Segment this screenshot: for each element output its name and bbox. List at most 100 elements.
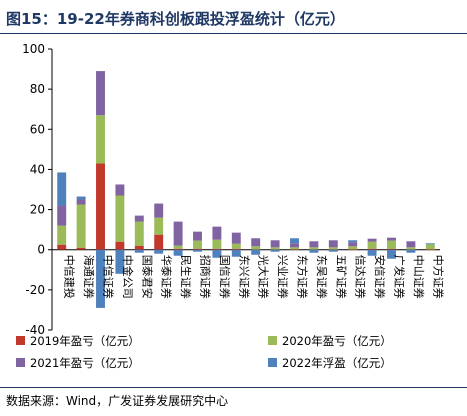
bar-segment xyxy=(115,184,125,196)
bar-segment xyxy=(96,249,105,308)
bar-segment xyxy=(348,246,358,250)
bar-segment xyxy=(57,225,67,245)
bar-segment xyxy=(96,115,105,164)
category-label: 东吴证券 xyxy=(315,255,329,299)
bar-segment xyxy=(290,247,299,250)
footer-divider xyxy=(0,387,467,388)
y-tick-label: -20 xyxy=(25,283,45,297)
bar-segment xyxy=(328,249,338,250)
bar-segment xyxy=(193,249,202,252)
bar-segment xyxy=(57,172,67,206)
category-label: 民生证券 xyxy=(179,255,193,299)
category-label: 中信建投 xyxy=(63,255,77,299)
category-label: 华泰证券 xyxy=(160,255,174,299)
category-label: 中方证券 xyxy=(431,255,445,299)
title-divider xyxy=(0,33,467,34)
bar-segment xyxy=(154,234,164,250)
y-tick-label: 100 xyxy=(22,42,45,56)
bar-segment xyxy=(115,195,125,242)
bar-segment xyxy=(425,243,435,245)
stacked-bar-chart: -40 -20 0 20 40 60 80 100 中信建投 海通证券 中信证券 中金公司 国泰君安华… xyxy=(16,42,446,370)
bar-segment xyxy=(290,238,299,244)
bar-segment xyxy=(154,203,164,218)
bar-segment xyxy=(328,247,338,250)
bar-segment xyxy=(270,240,280,248)
bar-segment xyxy=(251,249,261,255)
bar-segment xyxy=(251,249,261,250)
bar-segment xyxy=(231,243,241,249)
bar-segment xyxy=(134,249,144,253)
legend-label: 2021年盈亏（亿元） xyxy=(30,356,140,370)
bar-segment xyxy=(251,238,261,247)
bar-segment xyxy=(76,199,86,205)
bar-segment xyxy=(193,248,202,250)
category-label: 兴业证券 xyxy=(276,255,290,299)
category-label: 招商证券 xyxy=(199,255,213,299)
category-label: 海通证券 xyxy=(82,255,96,299)
y-tick-label: 40 xyxy=(30,162,45,176)
bar-segment xyxy=(193,231,202,241)
bar-segment xyxy=(193,240,202,249)
bar-segment xyxy=(115,241,125,250)
bar-segment xyxy=(387,240,396,249)
bar-segment xyxy=(134,215,144,222)
bar-segment xyxy=(425,249,435,250)
bar-segment xyxy=(348,240,358,243)
bar-segment xyxy=(387,248,396,250)
page-title: 图15：19-22年券商科创板跟投浮盈统计（亿元） xyxy=(6,10,345,28)
bar-segment xyxy=(270,249,280,252)
bar-segment xyxy=(134,221,144,246)
bar-segment xyxy=(309,249,319,250)
category-label: 国信证券 xyxy=(218,255,232,299)
bar-segment xyxy=(154,249,164,254)
bar-segment xyxy=(406,249,416,253)
bar-segment xyxy=(212,239,222,249)
category-label: 广发证券 xyxy=(393,255,407,299)
bar-segment xyxy=(387,249,396,259)
legend-swatch xyxy=(268,336,277,345)
bar-segment xyxy=(173,245,183,249)
y-tick-label: -40 xyxy=(25,323,45,337)
bar-segment xyxy=(57,205,67,226)
bar-segment xyxy=(425,244,435,250)
category-label: 中金公司 xyxy=(121,255,135,299)
bar-segment xyxy=(367,248,377,250)
bar-segment xyxy=(367,241,377,249)
bar-segment xyxy=(387,237,396,241)
bar-segment xyxy=(96,71,105,116)
legend-swatch xyxy=(268,358,277,367)
legend-label: 2020年盈亏（亿元） xyxy=(282,334,392,348)
bar-segment xyxy=(348,249,358,250)
y-tick-label: 20 xyxy=(30,203,45,217)
bar-segment xyxy=(96,163,105,250)
bar-segment xyxy=(173,221,183,246)
bar-segment xyxy=(290,243,299,248)
bar-segment xyxy=(406,247,416,250)
bar-segment xyxy=(348,242,358,247)
y-tick-label: 80 xyxy=(30,82,45,96)
legend-label: 2022年浮盈（亿元） xyxy=(282,356,392,370)
bar-segment xyxy=(76,247,86,250)
bar-segment xyxy=(328,240,338,248)
bar-segment xyxy=(270,247,280,250)
bar-segment xyxy=(406,249,416,250)
bar-segment xyxy=(309,249,319,253)
bar-segment xyxy=(406,241,416,248)
bar-segment xyxy=(212,226,222,240)
bar-segment xyxy=(231,232,241,244)
category-label: 安信证券 xyxy=(373,255,387,299)
title-bar: 图15：19-22年券商科创板跟投浮盈统计（亿元） xyxy=(0,0,467,34)
bar-segment xyxy=(57,244,67,250)
bar-segment xyxy=(76,204,86,248)
legend-label: 2019年盈亏（亿元） xyxy=(30,334,140,348)
category-label: 国泰君安 xyxy=(140,255,154,299)
bar-segment xyxy=(367,249,377,256)
source-note: 数据来源：Wind，广发证券发展研究中心 xyxy=(6,394,229,408)
category-labels: 中信建投 海通证券 中信证券 中金公司 国泰君安 华泰证券 民生证券 招商证券 国信证券 东兴证券… xyxy=(63,255,446,299)
legend-swatch xyxy=(16,336,25,345)
y-tick-label: 60 xyxy=(30,122,45,136)
bar-segment xyxy=(231,248,241,250)
bar-segment xyxy=(290,249,299,250)
bar-segment xyxy=(309,247,319,250)
bar-segment xyxy=(76,196,86,200)
